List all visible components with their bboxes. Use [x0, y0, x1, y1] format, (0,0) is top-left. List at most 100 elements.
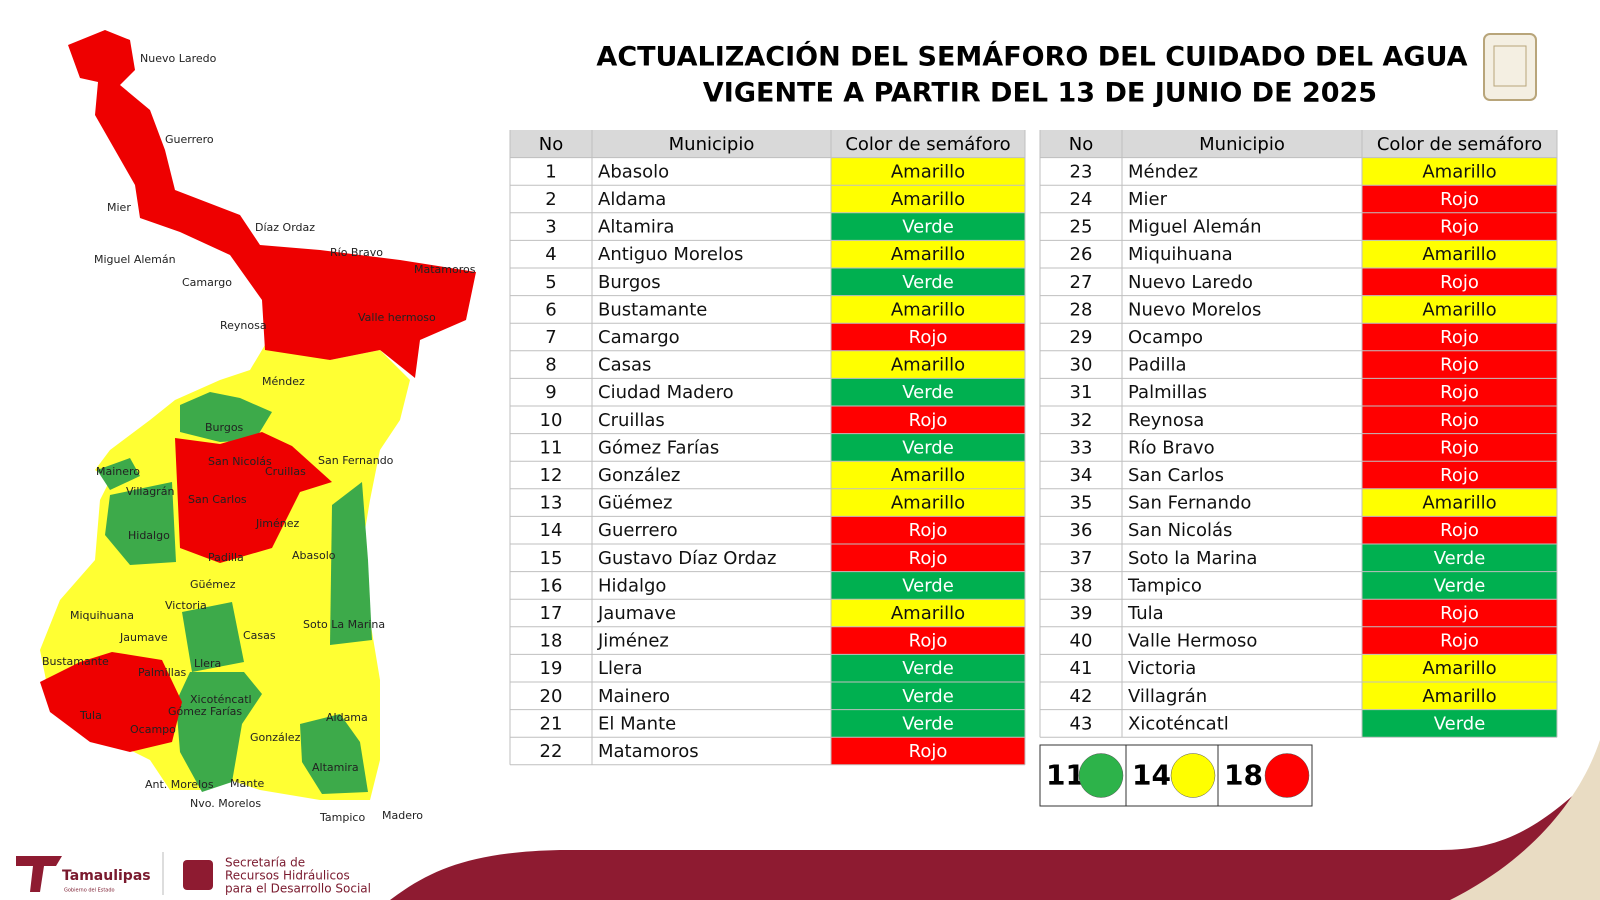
summary-count: 18: [1224, 759, 1263, 792]
cell: Verde: [902, 575, 954, 596]
status-cell: [1362, 185, 1557, 213]
status-cell: [1362, 599, 1557, 627]
cell: Palmillas: [1128, 382, 1207, 403]
cell: 43: [1070, 713, 1093, 734]
footer-band: [390, 770, 1600, 900]
cell: Burgos: [598, 272, 661, 293]
status-cell: [831, 240, 1025, 268]
status-cell: [1362, 654, 1557, 682]
cell: Amarillo: [891, 465, 965, 486]
cell: Guerrero: [598, 520, 678, 541]
status-cell: [831, 599, 1025, 627]
map-label: Palmillas: [138, 666, 187, 679]
map-label: Jaumave: [119, 631, 168, 644]
cell: Rojo: [1440, 603, 1479, 624]
cell: 6: [545, 299, 556, 320]
map-label: Miquihuana: [70, 609, 134, 622]
cell: 24: [1070, 189, 1093, 210]
cell: Verde: [902, 658, 954, 679]
cell: Verde: [1434, 713, 1486, 734]
map-label: Tampico: [319, 811, 365, 824]
status-cell: [831, 682, 1025, 710]
cell: 9: [545, 382, 556, 403]
cell: Bustamante: [598, 299, 707, 320]
cell: Altamira: [598, 217, 674, 238]
column-header: No: [539, 134, 563, 155]
status-cell: [1362, 488, 1557, 517]
cell: 5: [545, 272, 556, 293]
status-cell: [1362, 268, 1557, 296]
cell: 41: [1070, 658, 1093, 679]
status-cell: [1362, 571, 1557, 600]
map-label: Xicoténcatl: [190, 693, 252, 706]
cell: 30: [1070, 355, 1093, 376]
cell: 20: [540, 686, 563, 707]
cell: 21: [540, 713, 563, 734]
table-header: [510, 130, 1025, 158]
status-cell: [1362, 240, 1557, 268]
cell: Rojo: [1440, 382, 1479, 403]
cell: Amarillo: [891, 299, 965, 320]
map-label: Hidalgo: [128, 529, 170, 542]
map-label: San Nicolás: [208, 455, 272, 468]
cell: Rojo: [1440, 272, 1479, 293]
status-cell: [831, 433, 1025, 462]
cell: Amarillo: [1422, 686, 1496, 707]
table-header: [1040, 130, 1557, 158]
status-cell: [831, 571, 1025, 600]
map-label: San Carlos: [188, 493, 247, 506]
map-label: San Fernando: [318, 454, 394, 467]
cell: 7: [545, 327, 556, 348]
status-cell: [1362, 378, 1557, 406]
map-label: Bustamante: [42, 655, 109, 668]
cell: Nuevo Laredo: [1128, 272, 1253, 293]
cell: Miguel Alemán: [1128, 217, 1262, 238]
status-cell: [831, 378, 1025, 406]
title-line: ACTUALIZACIÓN DEL SEMÁFORO DEL CUIDADO D…: [596, 41, 1467, 73]
cell: Rojo: [1440, 631, 1479, 652]
map-label: Llera: [194, 657, 221, 670]
map-label: Nvo. Morelos: [190, 797, 261, 810]
cell: Padilla: [1128, 355, 1187, 376]
cell: Rojo: [909, 741, 948, 762]
cell: Hidalgo: [598, 575, 666, 596]
cell: 26: [1070, 244, 1093, 265]
status-cell: [831, 654, 1025, 682]
cell: 35: [1070, 493, 1093, 514]
cell: 18: [540, 631, 563, 652]
status-cell: [1362, 516, 1557, 544]
status-cell: [1362, 323, 1557, 351]
cell: Ocampo: [1128, 327, 1203, 348]
summary-dot: [1078, 753, 1124, 798]
cell: Verde: [1434, 575, 1486, 596]
cell: 28: [1070, 299, 1093, 320]
status-cell: [831, 406, 1025, 434]
cell: Casas: [598, 355, 651, 376]
map-label: Abasolo: [292, 549, 336, 562]
map-label: Soto La Marina: [303, 618, 385, 631]
status-cell: [831, 709, 1025, 738]
agency-line: Recursos Hidráulicos: [225, 869, 350, 883]
map-label: Casas: [243, 629, 276, 642]
map-region: [40, 652, 182, 752]
cell: 4: [545, 244, 556, 265]
map-label: Camargo: [182, 276, 232, 289]
cell: Rojo: [1440, 520, 1479, 541]
status-cell: [831, 212, 1025, 241]
cell: Amarillo: [1422, 161, 1496, 182]
status-cell: [831, 544, 1025, 572]
status-cell: [831, 488, 1025, 517]
map-label: Tula: [79, 709, 102, 722]
cell: 1: [545, 161, 556, 182]
column-header: Municipio: [1199, 134, 1285, 155]
cell: Rojo: [909, 410, 948, 431]
cell: Verde: [1434, 548, 1486, 569]
cell: San Fernando: [1128, 493, 1251, 514]
brand-icon: [16, 856, 62, 892]
cell: Ciudad Madero: [598, 382, 734, 403]
cell: 27: [1070, 272, 1093, 293]
logo: [1483, 33, 1537, 101]
map-label: Valle hermoso: [358, 311, 436, 324]
